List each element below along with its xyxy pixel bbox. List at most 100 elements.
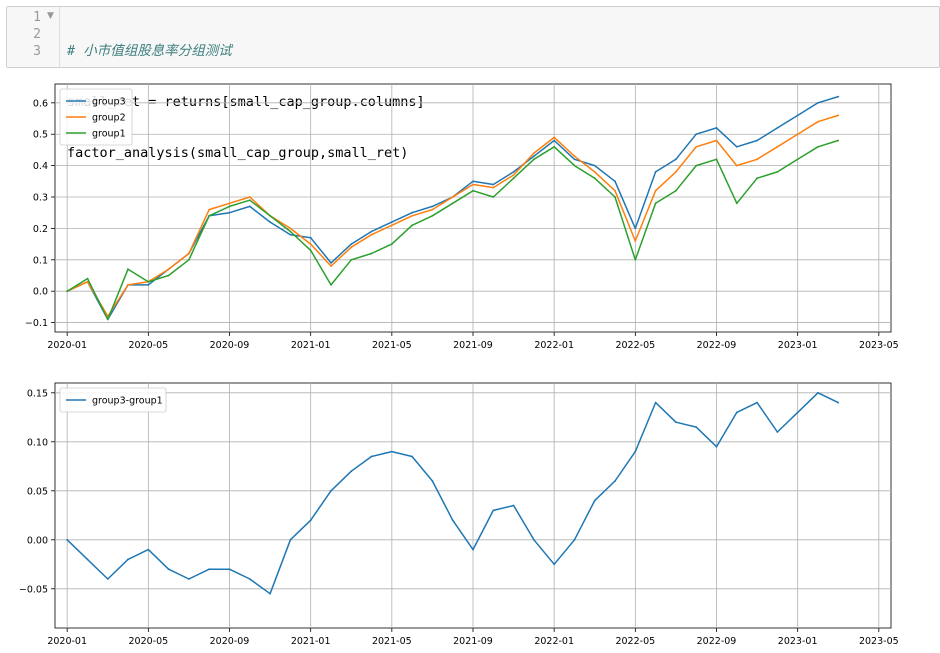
- data-point: [512, 174, 515, 176]
- data-point: [837, 401, 840, 404]
- x-tick-label: 2020-05: [128, 340, 168, 351]
- data-point: [188, 578, 190, 580]
- data-point: [228, 205, 231, 208]
- data-point: [370, 455, 373, 458]
- data-point: [512, 504, 515, 507]
- data-point: [634, 450, 637, 453]
- data-point: [472, 183, 474, 186]
- data-point: [796, 411, 799, 414]
- data-point: [695, 164, 698, 167]
- legend-label: group2: [92, 113, 126, 124]
- data-point: [431, 205, 434, 208]
- x-tick-label: 2022-09: [697, 340, 737, 351]
- data-point: [695, 426, 698, 428]
- data-point: [837, 95, 840, 98]
- data-point: [188, 252, 190, 255]
- y-tick-label: −0.05: [19, 584, 48, 595]
- data-point: [350, 470, 353, 473]
- data-point: [675, 171, 677, 173]
- data-point: [289, 233, 292, 236]
- data-point: [675, 421, 677, 424]
- x-tick-label: 2021-01: [291, 636, 331, 647]
- data-point: [188, 258, 190, 261]
- data-point: [492, 186, 495, 189]
- x-tick-label: 2022-01: [534, 340, 574, 351]
- data-point: [309, 243, 312, 246]
- data-point: [614, 480, 616, 482]
- data-point: [248, 199, 251, 202]
- x-tick-label: 2022-05: [615, 340, 655, 351]
- data-point: [654, 401, 657, 404]
- data-point: [208, 214, 211, 217]
- data-point: [127, 284, 129, 286]
- legend-label: group1: [92, 129, 126, 140]
- data-point: [390, 221, 393, 224]
- x-tick-label: 2020-01: [47, 636, 87, 647]
- legend: [59, 387, 167, 413]
- data-point: [269, 221, 271, 224]
- x-tick-label: 2023-05: [859, 340, 899, 351]
- data-point: [573, 164, 576, 167]
- line-number: 1: [33, 10, 41, 25]
- data-point: [533, 155, 535, 158]
- y-tick-label: 0.2: [33, 224, 48, 235]
- data-point: [309, 249, 312, 252]
- data-point: [776, 127, 779, 129]
- code-cell[interactable]: 1 2 3 ▼ # 小市值组股息率分组测试 small_ret = return…: [6, 6, 940, 161]
- data-point: [796, 158, 799, 161]
- series-line-group1: [66, 139, 839, 321]
- data-point: [533, 152, 535, 154]
- data-point: [248, 578, 251, 580]
- data-point: [492, 509, 495, 512]
- data-point: [735, 145, 738, 148]
- y-tick-label: 0.10: [27, 437, 48, 448]
- chevron-down-icon[interactable]: ▼: [47, 11, 54, 21]
- data-point: [66, 538, 69, 541]
- data-point: [451, 519, 454, 522]
- data-point: [675, 189, 677, 192]
- data-point: [593, 177, 596, 180]
- data-point: [86, 277, 89, 280]
- data-point: [167, 268, 170, 271]
- data-point: [350, 258, 353, 261]
- data-point: [715, 445, 718, 448]
- data-point: [472, 189, 474, 192]
- data-point: [289, 227, 292, 230]
- x-tick-label: 2020-09: [210, 636, 250, 647]
- data-point: [411, 214, 413, 217]
- data-point: [817, 145, 819, 148]
- data-point: [411, 211, 413, 214]
- data-point: [634, 227, 637, 230]
- line-number: 2: [33, 27, 41, 42]
- y-tick-label: 0.3: [33, 193, 48, 204]
- data-point: [756, 158, 758, 161]
- data-point: [553, 563, 556, 566]
- data-point: [817, 101, 819, 104]
- data-point: [106, 578, 109, 580]
- data-point: [228, 568, 231, 571]
- data-point: [147, 548, 150, 551]
- data-point: [86, 558, 89, 561]
- data-point: [614, 189, 616, 192]
- data-point: [715, 139, 718, 142]
- data-point: [735, 202, 738, 205]
- data-point: [756, 139, 758, 142]
- data-point: [431, 214, 434, 217]
- data-point: [776, 431, 779, 433]
- line-number: 3: [33, 44, 41, 59]
- data-point: [796, 114, 799, 117]
- data-point: [127, 558, 129, 561]
- data-point: [350, 246, 353, 249]
- data-point: [330, 284, 332, 286]
- x-tick-label: 2020-01: [47, 340, 87, 351]
- data-point: [817, 120, 819, 123]
- data-point: [248, 205, 251, 208]
- legend-label: group3: [92, 97, 126, 108]
- data-point: [735, 411, 738, 414]
- series-line-group3: [66, 95, 839, 321]
- y-tick-label: 0.15: [27, 388, 48, 399]
- data-point: [390, 243, 393, 246]
- data-point: [289, 538, 292, 541]
- data-point: [330, 262, 332, 264]
- data-point: [756, 177, 758, 180]
